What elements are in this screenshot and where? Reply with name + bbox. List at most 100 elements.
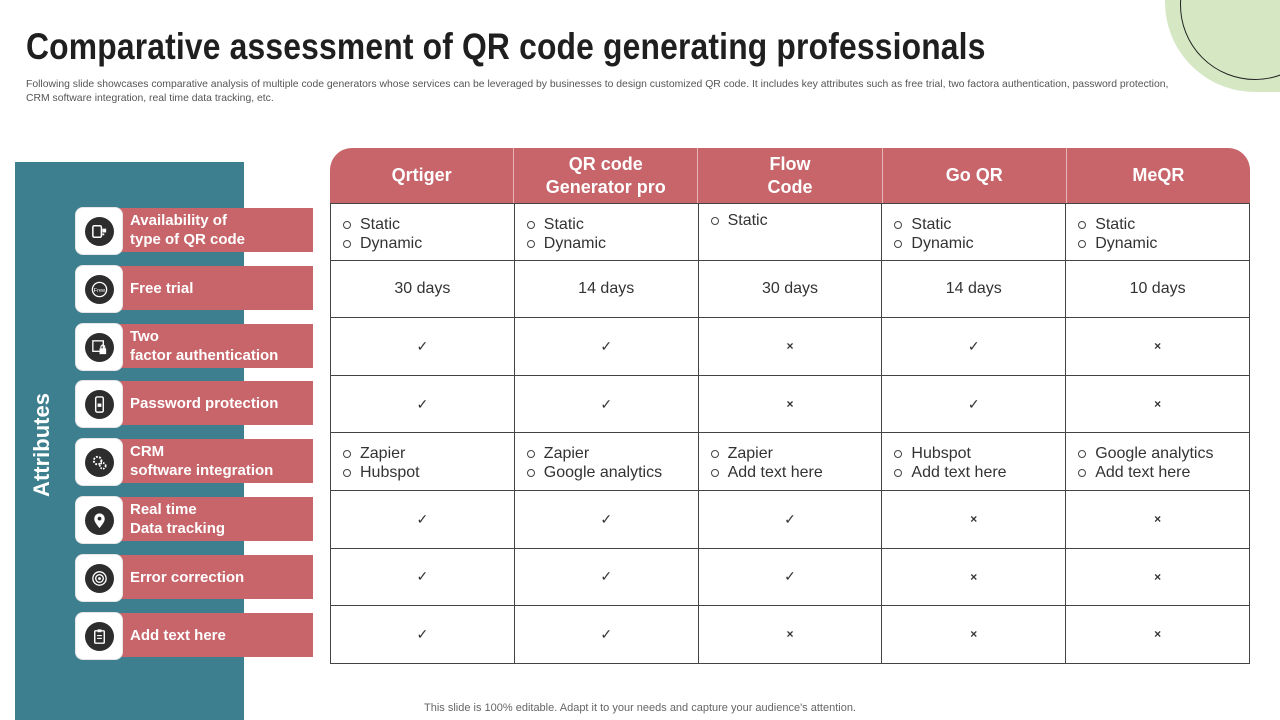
list-item-text: Static [1095, 216, 1136, 233]
list-item-text: Zapier [360, 445, 406, 463]
table-cell: × [699, 606, 883, 663]
list-item-text: Static [727, 212, 768, 229]
table-cell: × [1066, 548, 1250, 606]
check-icon: ✓ [784, 568, 796, 585]
attribute-label: Password protection [130, 394, 279, 412]
circle-bullet-icon [894, 468, 903, 477]
circle-bullet-icon [710, 449, 719, 458]
attribute-bar [116, 324, 313, 368]
attribute-row: Password protection [76, 381, 313, 427]
list-item-text: Add text here [727, 464, 823, 482]
list-item: Static [526, 215, 606, 234]
table-cell: Hubspot Add text here [882, 433, 1067, 490]
table-cell: × [882, 548, 1067, 606]
list-item: Dynamic [894, 234, 974, 253]
attribute-label: CRM software integration [130, 443, 274, 479]
list-item: Dynamic [1078, 234, 1157, 253]
attributes-side-label: Attributes [29, 393, 54, 497]
table-cell: ✓ [515, 318, 699, 375]
circle-bullet-icon [1078, 239, 1087, 248]
circle-bullet-icon [343, 239, 351, 248]
table-row: ✓ ✓ × × × [331, 606, 1250, 664]
cell-value: 30 days [761, 279, 819, 297]
table-cell: ✓ [515, 490, 699, 548]
table-cell: × [882, 490, 1067, 548]
attribute-row: Real time Data tracking [76, 497, 313, 543]
circle-bullet-icon [894, 449, 903, 458]
attribute-row: Availability of type of QR code [76, 208, 313, 254]
cross-icon: × [786, 397, 794, 412]
list-item-text: Zapier [543, 445, 590, 463]
table-cell: ✓ [331, 606, 515, 663]
table-row: 30 days 14 days 30 days 14 days 10 days [331, 260, 1250, 319]
table-cell: 10 days [1066, 260, 1250, 318]
check-icon: ✓ [600, 510, 613, 527]
attribute-label: Add text here [130, 626, 226, 644]
list-item-text: Dynamic [1095, 235, 1158, 252]
phone-lock-icon [76, 381, 122, 427]
check-icon: ✓ [600, 568, 613, 585]
table-cell: × [1066, 318, 1250, 375]
slide-title: Comparative assessment of QR code genera… [26, 26, 986, 67]
circle-bullet-icon [1078, 449, 1087, 458]
check-icon: ✓ [784, 510, 796, 527]
target-icon [76, 555, 122, 601]
table-cell: ✓ [882, 375, 1067, 433]
circle-bullet-icon [526, 239, 535, 248]
cross-icon: × [970, 512, 978, 527]
table-cell: Zapier Hubspot [331, 433, 515, 490]
cell-value: 14 days [945, 279, 1002, 297]
list-item: Dynamic [526, 234, 607, 253]
check-icon: ✓ [600, 395, 613, 412]
check-icon: ✓ [416, 568, 429, 585]
table-cell: × [699, 375, 883, 433]
list-item-text: Hubspot [360, 464, 420, 482]
attribute-bar [116, 208, 313, 252]
cross-icon: × [786, 339, 794, 354]
list-item: Zapier [526, 444, 662, 463]
column-header: MeQR [1065, 148, 1250, 203]
list-item-text: Add text here [1095, 464, 1191, 482]
table-cell: × [1066, 606, 1250, 663]
table-cell: Zapier Google analytics [515, 433, 699, 490]
table-cell: × [1066, 490, 1250, 548]
lock-screen-icon [76, 324, 122, 370]
list-item-text: Google analytics [1095, 445, 1214, 463]
table-cell: ✓ [515, 548, 699, 606]
slide-subtitle: Following slide showcases comparative an… [26, 79, 1169, 104]
list-item-text: Dynamic [543, 235, 607, 252]
list-item-text: Zapier [727, 445, 773, 463]
cell-value: 30 days [394, 279, 451, 297]
cell-value: 14 days [578, 279, 635, 297]
check-icon: ✓ [967, 395, 980, 412]
list-item: Static [894, 215, 973, 234]
table-cell: ✓ [515, 375, 699, 433]
circle-bullet-icon [526, 468, 535, 477]
attribute-row: Free trial Free [76, 266, 313, 312]
bullet-list: Zapier Hubspot [343, 444, 420, 482]
circle-bullet-icon [1078, 220, 1087, 229]
cell-value: 10 days [1129, 279, 1186, 297]
list-item: Add text here [710, 463, 823, 482]
circle-bullet-icon [526, 449, 535, 458]
table-cell: Zapier Add text here [699, 433, 883, 490]
table-cell: 14 days [882, 260, 1067, 318]
attribute-label: Free trial [130, 279, 194, 297]
attribute-bar [116, 555, 313, 599]
circle-bullet-icon [343, 449, 351, 458]
attribute-label: Two factor authentication [130, 328, 279, 364]
table-cell: ✓ [331, 318, 515, 375]
check-icon: ✓ [416, 625, 429, 642]
table-cell: Static Dynamic [331, 204, 515, 260]
svg-text:Free: Free [93, 287, 105, 293]
list-item-text: Dynamic [911, 235, 974, 252]
table-cell: ✓ [331, 548, 515, 606]
attribute-label: Error correction [130, 568, 245, 586]
slide-footer: This slide is 100% editable. Adapt it to… [424, 702, 856, 714]
comparison-table: Static Dynamic Static Dynamic Static Static Dy… [330, 203, 1250, 664]
table-cell: ✓ [882, 318, 1067, 375]
cross-icon: × [1154, 627, 1162, 642]
table-row: ✓ ✓ × ✓ × [331, 318, 1250, 376]
column-header: Flow Code [697, 148, 881, 203]
attribute-bar [116, 613, 313, 657]
